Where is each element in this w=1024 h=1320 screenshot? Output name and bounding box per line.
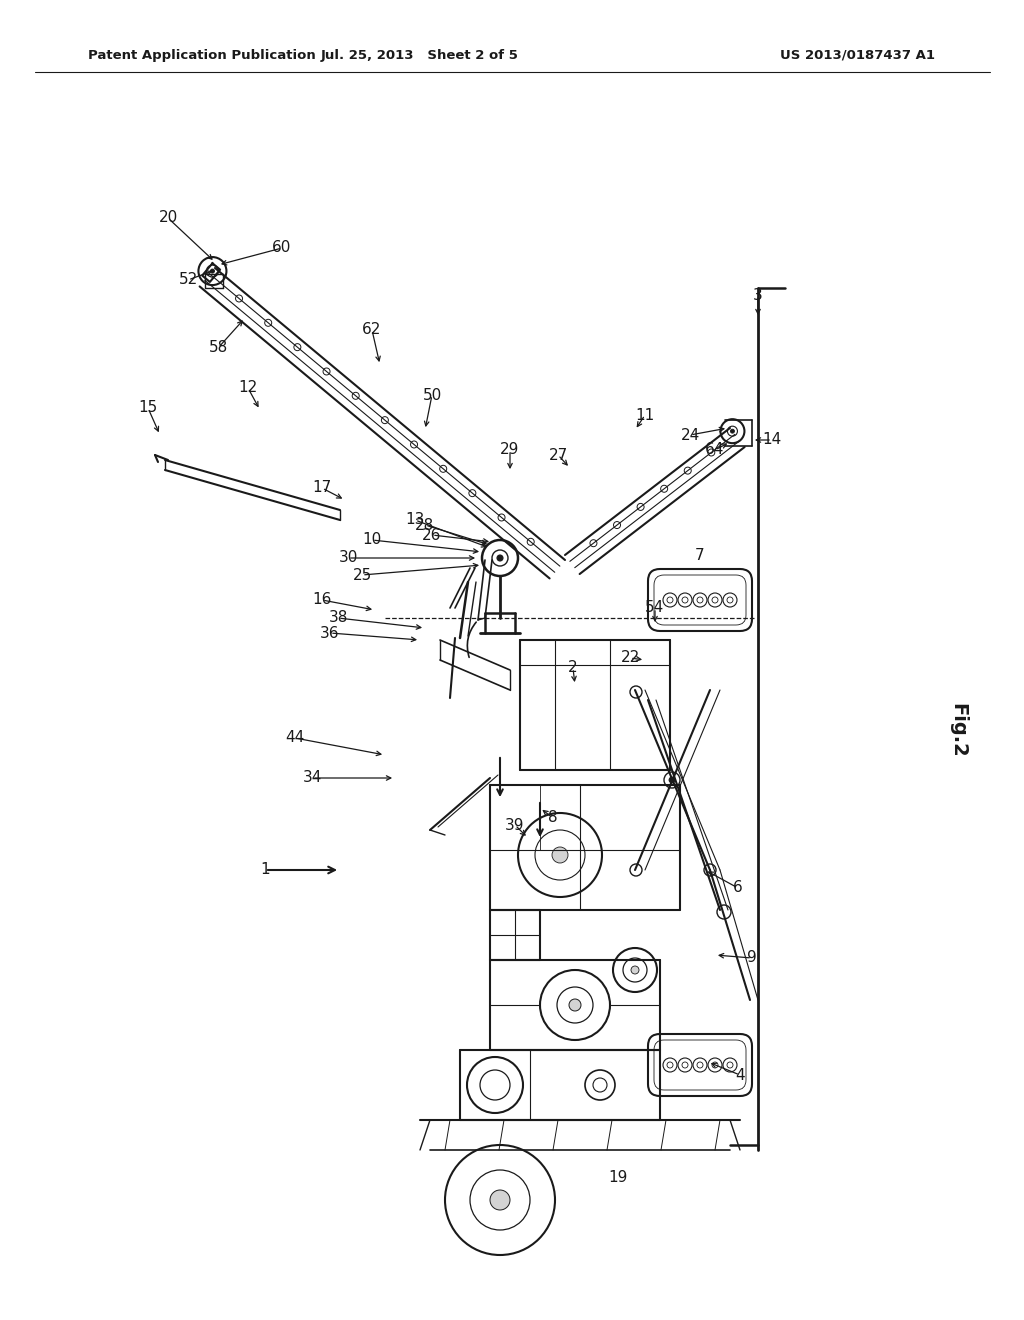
Text: 19: 19 [608,1171,628,1185]
Text: 3: 3 [753,288,763,302]
Text: 25: 25 [352,568,372,582]
Text: 27: 27 [549,447,567,462]
Circle shape [569,999,581,1011]
Text: 16: 16 [312,593,332,607]
Text: 64: 64 [706,442,725,458]
Text: 13: 13 [406,512,425,528]
Text: 12: 12 [239,380,258,396]
Text: 39: 39 [505,817,524,833]
Text: 54: 54 [645,601,665,615]
Text: Patent Application Publication: Patent Application Publication [88,49,315,62]
Circle shape [490,1191,510,1210]
Text: 17: 17 [312,480,332,495]
Text: Fig.2: Fig.2 [948,702,968,758]
Text: 7: 7 [695,548,705,562]
Text: 24: 24 [680,428,699,442]
Text: 9: 9 [748,950,757,965]
Text: 29: 29 [501,442,520,458]
Text: 14: 14 [763,433,781,447]
Text: 2: 2 [568,660,578,676]
Text: 1: 1 [260,862,269,878]
Circle shape [669,777,675,783]
Text: 62: 62 [362,322,382,338]
Circle shape [730,429,734,433]
Text: 44: 44 [286,730,304,746]
Text: 10: 10 [362,532,382,548]
Text: 22: 22 [621,651,640,665]
Text: 38: 38 [329,610,348,626]
Text: 26: 26 [422,528,441,543]
Text: 11: 11 [635,408,654,422]
Text: 34: 34 [302,771,322,785]
Text: 20: 20 [159,210,177,226]
Text: 6: 6 [733,880,742,895]
Text: Jul. 25, 2013   Sheet 2 of 5: Jul. 25, 2013 Sheet 2 of 5 [322,49,519,62]
Text: 8: 8 [548,810,558,825]
Text: 28: 28 [416,517,434,532]
Text: 4: 4 [735,1068,744,1082]
Circle shape [211,269,214,273]
Text: 15: 15 [138,400,158,416]
Text: 50: 50 [422,388,441,403]
Text: 60: 60 [272,240,292,256]
Circle shape [552,847,568,863]
Circle shape [497,554,503,561]
Text: 58: 58 [208,341,227,355]
Circle shape [631,966,639,974]
Text: 30: 30 [338,550,357,565]
Text: 52: 52 [178,272,198,288]
Text: US 2013/0187437 A1: US 2013/0187437 A1 [780,49,935,62]
Text: 36: 36 [321,626,340,640]
